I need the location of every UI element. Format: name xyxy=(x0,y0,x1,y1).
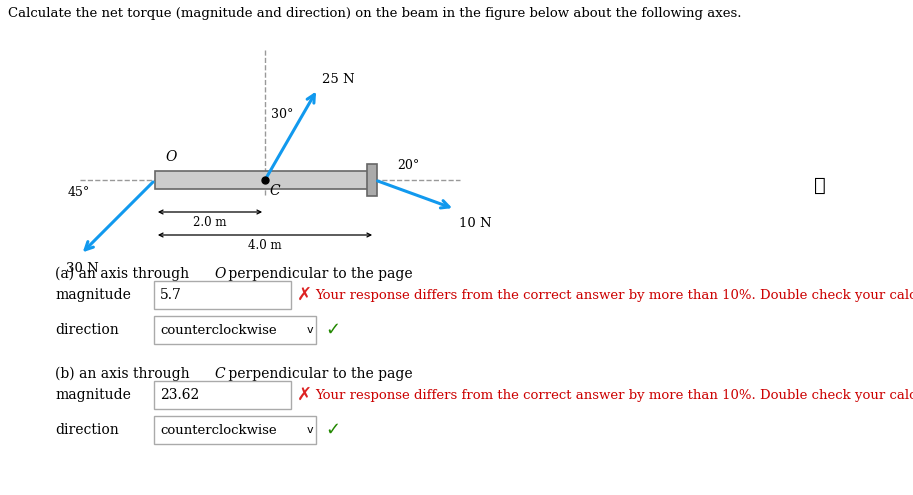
Text: perpendicular to the page: perpendicular to the page xyxy=(224,367,413,381)
FancyBboxPatch shape xyxy=(154,281,291,309)
Text: 30°: 30° xyxy=(271,108,293,121)
Text: ✓: ✓ xyxy=(325,321,341,339)
FancyBboxPatch shape xyxy=(154,381,291,409)
Text: perpendicular to the page: perpendicular to the page xyxy=(224,267,413,281)
Text: 4.0 m: 4.0 m xyxy=(248,239,282,252)
Text: C: C xyxy=(214,367,225,381)
Text: 20°: 20° xyxy=(397,159,419,172)
Text: ✗: ✗ xyxy=(297,386,312,404)
Text: 25 N: 25 N xyxy=(322,73,355,86)
Text: 5.7: 5.7 xyxy=(160,288,182,302)
Text: (b) an axis through: (b) an axis through xyxy=(55,367,194,381)
Text: magnitude: magnitude xyxy=(55,388,131,402)
FancyBboxPatch shape xyxy=(154,316,316,344)
Text: O: O xyxy=(214,267,226,281)
Text: ⓘ: ⓘ xyxy=(814,176,826,195)
Text: 2.0 m: 2.0 m xyxy=(194,216,226,229)
Bar xyxy=(367,164,377,196)
Text: 45°: 45° xyxy=(68,186,90,198)
Text: Your response differs from the correct answer by more than 10%. Double check you: Your response differs from the correct a… xyxy=(315,389,913,401)
Text: counterclockwise: counterclockwise xyxy=(160,424,277,437)
Text: ✗: ✗ xyxy=(297,286,312,304)
Text: m: m xyxy=(160,317,173,331)
FancyBboxPatch shape xyxy=(154,416,316,444)
Text: 10 N: 10 N xyxy=(459,217,491,230)
Text: Your response differs from the correct answer by more than 10%. Double check you: Your response differs from the correct a… xyxy=(315,289,913,301)
Text: magnitude: magnitude xyxy=(55,288,131,302)
Text: Calculate the net torque (magnitude and direction) on the beam in the figure bel: Calculate the net torque (magnitude and … xyxy=(8,7,741,20)
Text: O: O xyxy=(165,150,176,164)
Text: direction: direction xyxy=(55,423,119,437)
Text: ✓: ✓ xyxy=(325,421,341,439)
Text: counterclockwise: counterclockwise xyxy=(160,324,277,337)
Text: v: v xyxy=(307,325,314,335)
Text: (a) an axis through: (a) an axis through xyxy=(55,267,194,281)
Text: direction: direction xyxy=(55,323,119,337)
Text: C: C xyxy=(269,184,279,198)
Text: 30 N: 30 N xyxy=(67,262,100,275)
Text: m: m xyxy=(160,417,173,431)
Text: 23.62: 23.62 xyxy=(160,388,199,402)
Text: v: v xyxy=(307,425,314,435)
Bar xyxy=(155,171,375,189)
